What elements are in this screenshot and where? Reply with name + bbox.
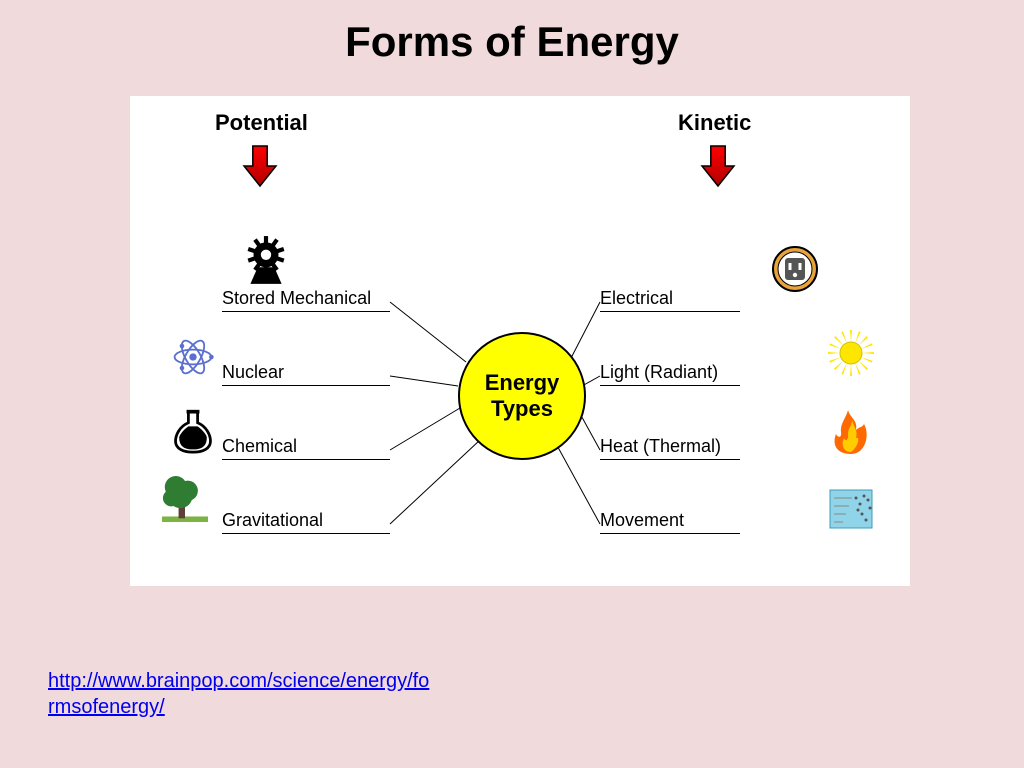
slide: Forms of Energy Potential Kinetic EnergyTyp…: [0, 0, 1024, 768]
icon-stored-mechanical: [240, 234, 292, 291]
label-chemical: Chemical: [222, 436, 390, 460]
tree-icon: [162, 476, 208, 522]
icon-electrical: [770, 244, 820, 299]
label-electrical: Electrical: [600, 288, 740, 312]
icon-chemical: [170, 408, 216, 459]
atom-icon: [170, 334, 216, 380]
outlet-icon: [770, 244, 820, 294]
icon-movement: [826, 484, 876, 539]
icon-gravitational: [162, 476, 208, 527]
label-movement: Movement: [600, 510, 740, 534]
center-node: EnergyTypes: [458, 332, 586, 460]
energy-types-diagram: Potential Kinetic EnergyTypes Stored Mechan…: [130, 96, 910, 586]
sun-icon: [826, 328, 876, 378]
label-nuclear: Nuclear: [222, 362, 390, 386]
down-arrow-icon: [700, 144, 736, 188]
center-label: EnergyTypes: [485, 370, 560, 423]
page-title: Forms of Energy: [0, 18, 1024, 66]
label-heat: Heat (Thermal): [600, 436, 740, 460]
down-arrow-icon: [242, 144, 278, 188]
icon-heat: [826, 406, 876, 461]
source-link[interactable]: http://www.brainpop.com/science/energy/f…: [48, 668, 429, 720]
label-light: Light (Radiant): [600, 362, 740, 386]
gear-icon: [240, 234, 292, 286]
category-label-potential: Potential: [215, 110, 308, 136]
category-label-kinetic: Kinetic: [678, 110, 751, 136]
icon-nuclear: [170, 334, 216, 385]
icon-light: [826, 328, 876, 383]
flame-icon: [826, 406, 876, 456]
label-stored-mechanical: Stored Mechanical: [222, 288, 390, 312]
flask-icon: [170, 408, 216, 454]
motion-icon: [826, 484, 876, 534]
label-gravitational: Gravitational: [222, 510, 390, 534]
